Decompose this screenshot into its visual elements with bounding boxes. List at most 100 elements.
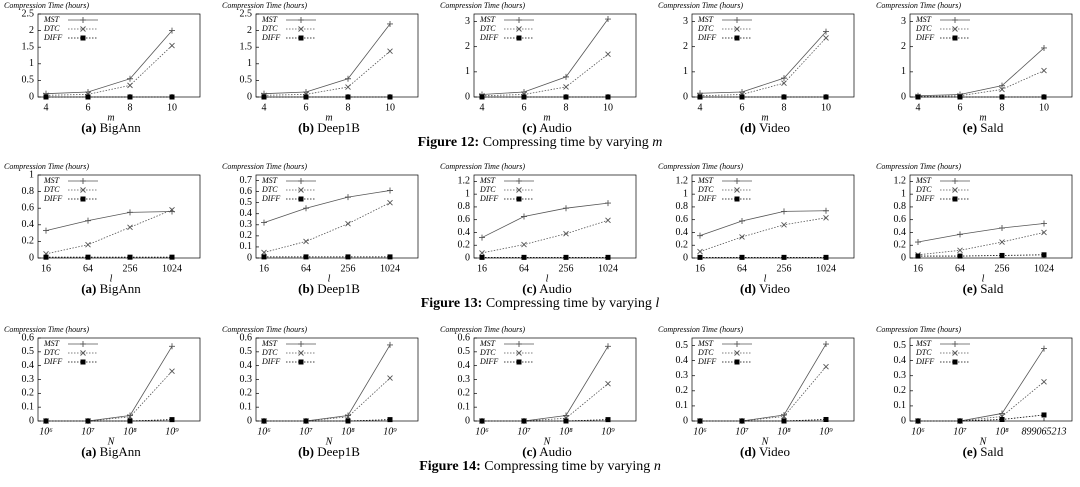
- marker-plus: [605, 200, 611, 207]
- y-tick-label: 0: [247, 415, 252, 426]
- marker-square: [697, 418, 703, 424]
- plot-frame: [255, 13, 419, 98]
- marker-square: [1041, 94, 1047, 100]
- marker-square: [697, 94, 703, 100]
- y-tick-label: 2: [901, 41, 906, 52]
- x-tick-label: 10⁹: [601, 426, 615, 437]
- plot-frame: [473, 13, 637, 98]
- x-tick-label: 64: [955, 263, 965, 274]
- subcaption: (d) Video: [740, 120, 790, 135]
- y-tick-label: 0: [465, 415, 470, 426]
- x-tick-label: 64: [519, 263, 529, 274]
- plot-frame: [909, 174, 1073, 259]
- x-tick-label: 6: [958, 102, 963, 113]
- legend-marker: [298, 359, 304, 365]
- y-tick-label: 0: [247, 252, 252, 263]
- marker-square: [303, 254, 309, 260]
- series-line: [918, 414, 1045, 422]
- y-tick-label: 0.3: [240, 219, 253, 230]
- y-tick-label: 3: [465, 16, 470, 27]
- x-axis-label: l: [110, 273, 113, 284]
- x-tick-label: 10⁶: [257, 426, 271, 437]
- legend-label: DIFF: [479, 357, 498, 366]
- plot-frame: [473, 337, 637, 422]
- plot-frame: [37, 174, 201, 259]
- series-line: [46, 346, 173, 422]
- subcaption-label: (b): [298, 281, 314, 296]
- subcaption-text: Video: [759, 120, 790, 135]
- legend-label: DTC: [479, 348, 496, 357]
- y-tick-label: 0: [29, 415, 34, 426]
- marker-square: [915, 94, 921, 100]
- legend-label: DIFF: [43, 194, 62, 203]
- x-tick-label: 16: [913, 263, 923, 274]
- y-tick-label: 0.6: [22, 332, 35, 343]
- figure-variable: m: [652, 135, 662, 150]
- plot-frame: [255, 337, 419, 422]
- subcaption: (a) BigAnn: [81, 120, 141, 135]
- legend-marker: [734, 350, 740, 356]
- x-axis-label: N: [325, 436, 334, 447]
- legend-label: DIFF: [261, 194, 280, 203]
- marker-plus: [823, 28, 829, 35]
- subcaption-label: (a): [81, 120, 96, 135]
- x-tick-label: 8: [782, 102, 787, 113]
- legend-marker: [734, 178, 740, 184]
- marker-square: [303, 418, 309, 424]
- y-axis-label: Compression Time (hours): [876, 162, 961, 171]
- y-tick-label: 2.5: [22, 8, 35, 19]
- figure-variable: n: [654, 459, 661, 474]
- series-line: [264, 377, 391, 422]
- x-tick-label: 1024: [598, 263, 618, 274]
- legend-label: MST: [43, 15, 60, 24]
- subcaption-label: (c): [522, 444, 536, 459]
- y-tick-label: 0.8: [676, 201, 689, 212]
- legend-marker: [952, 350, 958, 356]
- x-tick-label: 64: [737, 263, 747, 274]
- marker-square: [127, 94, 133, 100]
- marker-square: [521, 94, 527, 100]
- y-tick-label: 0.6: [240, 332, 253, 343]
- marker-x: [85, 241, 91, 248]
- marker-plus: [1041, 44, 1047, 51]
- subcaption: (e) Sald: [963, 120, 1004, 135]
- marker-plus: [781, 208, 787, 215]
- marker-x: [781, 413, 787, 420]
- marker-square: [345, 254, 351, 260]
- legend-marker: [952, 187, 958, 193]
- figure-label: Figure 14:: [419, 459, 481, 474]
- subcaption: (d) Video: [740, 281, 790, 296]
- subcaption-text: Audio: [539, 281, 572, 296]
- x-tick-label: 10: [821, 102, 831, 113]
- y-tick-label: 2.5: [240, 8, 253, 19]
- subcaption-text: BigAnn: [100, 281, 142, 296]
- x-tick-label: 10⁸: [777, 426, 791, 437]
- marker-plus: [563, 412, 569, 419]
- marker-square: [739, 254, 745, 260]
- plot-frame: [37, 337, 201, 422]
- marker-x: [387, 375, 393, 381]
- marker-plus: [823, 207, 829, 214]
- marker-square: [521, 254, 527, 260]
- legend-label: DIFF: [697, 33, 716, 42]
- marker-x: [781, 221, 787, 228]
- marker-x: [823, 363, 829, 370]
- x-tick-label: 10⁸: [123, 426, 137, 437]
- y-tick-label: 1: [901, 188, 906, 199]
- y-tick-label: 3: [683, 16, 688, 27]
- x-tick-label: 10⁷: [81, 426, 95, 437]
- marker-square: [303, 94, 309, 100]
- marker-plus: [999, 410, 1005, 417]
- marker-square: [563, 418, 569, 424]
- x-tick-label: 4: [480, 102, 485, 113]
- marker-x: [521, 241, 527, 248]
- subcaption: (e) Sald: [963, 281, 1004, 296]
- legend-label: DIFF: [915, 194, 934, 203]
- marker-square: [387, 94, 393, 100]
- marker-x: [169, 368, 175, 375]
- marker-x: [345, 220, 351, 227]
- y-tick-label: 1.5: [22, 41, 35, 52]
- marker-plus: [999, 82, 1005, 89]
- y-axis-label: Compression Time (hours): [658, 325, 743, 334]
- y-tick-label: 0.3: [894, 370, 907, 381]
